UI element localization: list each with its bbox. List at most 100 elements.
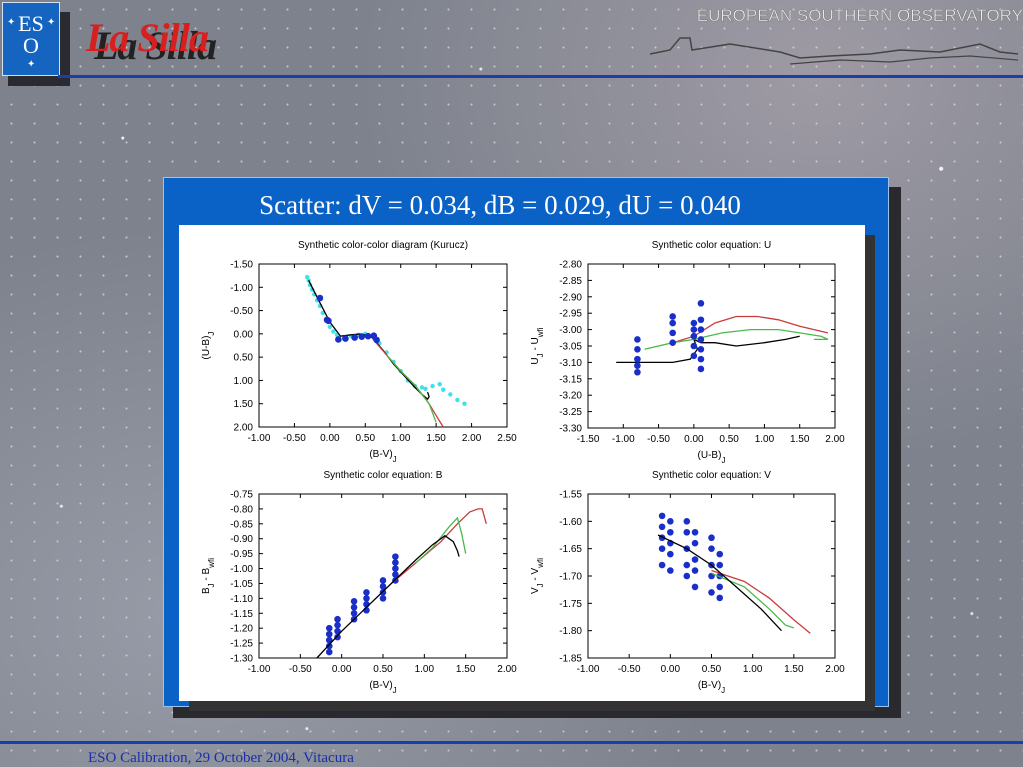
data-point — [716, 594, 724, 602]
axis-label-part: - V — [530, 567, 541, 583]
logo-star: ✦ — [7, 17, 16, 28]
y-tick-label: -1.15 — [230, 609, 253, 620]
data-point — [379, 577, 387, 584]
data-point — [325, 317, 332, 325]
data-point — [325, 636, 333, 644]
y-tick-label: -2.95 — [559, 309, 582, 320]
data-point — [697, 326, 705, 333]
data-point — [683, 572, 691, 580]
x-axis-label: (B-V)J — [698, 680, 725, 695]
axis-label-part: J — [536, 583, 545, 587]
x-tick-label: -0.50 — [647, 434, 670, 445]
y-axis-label: UJ - Uwfi — [530, 327, 545, 364]
series-line — [415, 516, 467, 564]
axis-label-part: J — [536, 353, 545, 357]
y-tick-label: -1.50 — [230, 260, 253, 271]
axis-label-part: - B — [201, 567, 212, 583]
data-point — [392, 559, 399, 566]
y-tick-label: -3.20 — [559, 391, 582, 402]
x-tick-label: -1.00 — [612, 434, 635, 445]
data-point — [325, 624, 333, 632]
data-point — [690, 319, 698, 327]
x-tick-label: -0.50 — [283, 433, 306, 444]
data-point — [373, 336, 380, 344]
data-point — [419, 385, 425, 390]
y-tick-label: -1.55 — [559, 490, 582, 501]
data-point — [430, 383, 435, 389]
data-point — [691, 539, 699, 547]
data-point — [634, 336, 641, 343]
data-point — [327, 324, 333, 330]
y-tick-label: -3.00 — [559, 325, 582, 336]
data-point — [316, 294, 324, 302]
data-point — [683, 518, 691, 525]
x-tick-label: 0.00 — [684, 434, 704, 445]
x-tick-label: 0.50 — [719, 434, 739, 445]
data-point — [697, 336, 705, 343]
y-tick-label: -0.90 — [230, 534, 253, 545]
x-tick-label: 1.50 — [426, 433, 446, 444]
x-tick-label: 0.00 — [332, 664, 352, 675]
x-tick-label: 0.50 — [702, 664, 722, 675]
data-point — [697, 345, 705, 353]
axis-label-part: J — [207, 332, 216, 336]
data-point — [691, 567, 699, 574]
y-axis-label: (U-B)J — [201, 332, 216, 360]
x-tick-label: 1.00 — [743, 664, 763, 675]
y-tick-label: -1.20 — [230, 624, 253, 635]
data-point — [690, 326, 698, 333]
y-tick-label: -0.75 — [230, 490, 253, 501]
logo-text: O — [23, 33, 39, 58]
data-point — [392, 571, 399, 578]
x-axis-label: (U-B)J — [698, 450, 726, 465]
y-tick-label: -1.85 — [559, 654, 582, 665]
data-point — [658, 512, 666, 520]
y-tick-label: -0.95 — [230, 549, 253, 560]
chart-title: Synthetic color equation: U — [652, 240, 772, 251]
data-point — [667, 518, 674, 525]
data-point — [335, 336, 342, 343]
y-tick-label: -2.90 — [559, 292, 582, 303]
x-axis-label: (B-V)J — [369, 449, 396, 464]
y-tick-label: 0.50 — [234, 353, 254, 364]
y-tick-label: -3.30 — [559, 424, 582, 435]
y-tick-label: -1.60 — [559, 517, 582, 528]
y-tick-label: 1.50 — [234, 399, 254, 410]
x-tick-label: -0.50 — [618, 664, 641, 675]
x-tick-label: 1.50 — [456, 664, 476, 675]
chart-title: Synthetic color-color diagram (Kurucz) — [298, 240, 468, 251]
data-point — [334, 615, 341, 623]
data-point — [658, 545, 666, 552]
data-point — [716, 561, 724, 569]
data-point — [334, 621, 341, 629]
data-point — [667, 528, 674, 536]
axis-label-part: (U-B) — [698, 450, 722, 461]
y-tick-label: -1.75 — [559, 599, 582, 610]
x-tick-label: 2.50 — [497, 433, 517, 444]
data-point — [437, 381, 442, 387]
data-point — [306, 278, 311, 283]
chart-title: Synthetic color equation: V — [652, 470, 771, 481]
data-point — [350, 604, 358, 611]
axis-label-part: wfi — [536, 327, 545, 338]
y-tick-label: -1.25 — [230, 639, 253, 650]
data-point — [634, 355, 641, 363]
x-tick-label: 1.50 — [790, 434, 810, 445]
data-point — [667, 567, 674, 574]
axis-label-part: (B-V) — [698, 680, 721, 691]
axis-label-part: J — [721, 686, 725, 695]
axis-label-part: J — [393, 686, 397, 695]
axis-label-part: (B-V) — [369, 449, 392, 460]
axis-label-part: wfi — [207, 558, 216, 569]
y-tick-label: -2.85 — [559, 276, 582, 287]
x-tick-label: 1.50 — [784, 664, 804, 675]
axis-label-part: wfi — [536, 558, 545, 569]
axis-label-part: J — [207, 583, 216, 587]
y-tick-label: -3.05 — [559, 342, 582, 353]
data-point — [379, 595, 387, 602]
x-tick-label: -1.00 — [248, 433, 271, 444]
data-point — [658, 561, 666, 569]
axis-label-part: (U-B) — [201, 336, 212, 360]
data-point — [363, 589, 370, 596]
data-point — [351, 334, 358, 341]
